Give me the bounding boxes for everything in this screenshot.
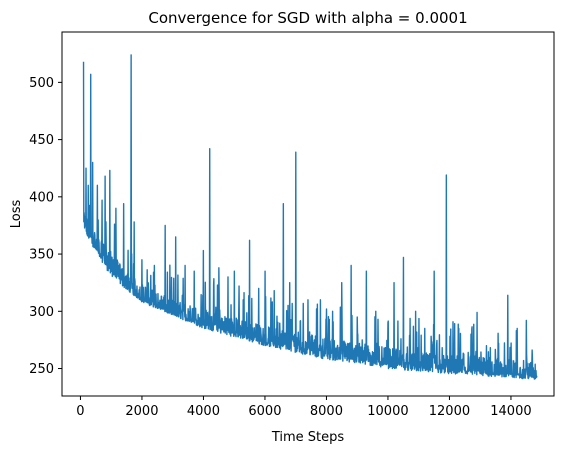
x-tick-label: 2000 <box>125 404 158 419</box>
y-tick-label: 250 <box>29 362 54 377</box>
y-tick-label: 400 <box>29 190 54 205</box>
y-axis: 250 300 350 400 450 500 <box>29 76 62 377</box>
y-axis-label: Loss <box>9 200 24 229</box>
loss-line <box>82 54 538 380</box>
plot-area <box>61 31 555 397</box>
x-tick-label: 8000 <box>310 404 343 419</box>
x-axis-label: Time Steps <box>271 430 345 445</box>
x-tick-label: 12000 <box>429 404 470 419</box>
x-tick-label: 6000 <box>248 404 281 419</box>
x-axis: 0 2000 4000 6000 8000 10000 12000 14000 <box>76 396 532 419</box>
y-tick-label: 500 <box>29 76 54 91</box>
x-tick-label: 14000 <box>490 404 531 419</box>
y-tick-label: 300 <box>29 305 54 320</box>
y-tick-label: 450 <box>29 133 54 148</box>
x-tick-label: 10000 <box>367 404 408 419</box>
x-tick-label: 4000 <box>187 404 220 419</box>
axes-frame <box>61 31 555 397</box>
chart-title: Convergence for SGD with alpha = 0.0001 <box>148 9 467 27</box>
y-tick-label: 350 <box>29 248 54 263</box>
series-loss <box>82 54 538 380</box>
x-tick-label: 0 <box>76 404 84 419</box>
